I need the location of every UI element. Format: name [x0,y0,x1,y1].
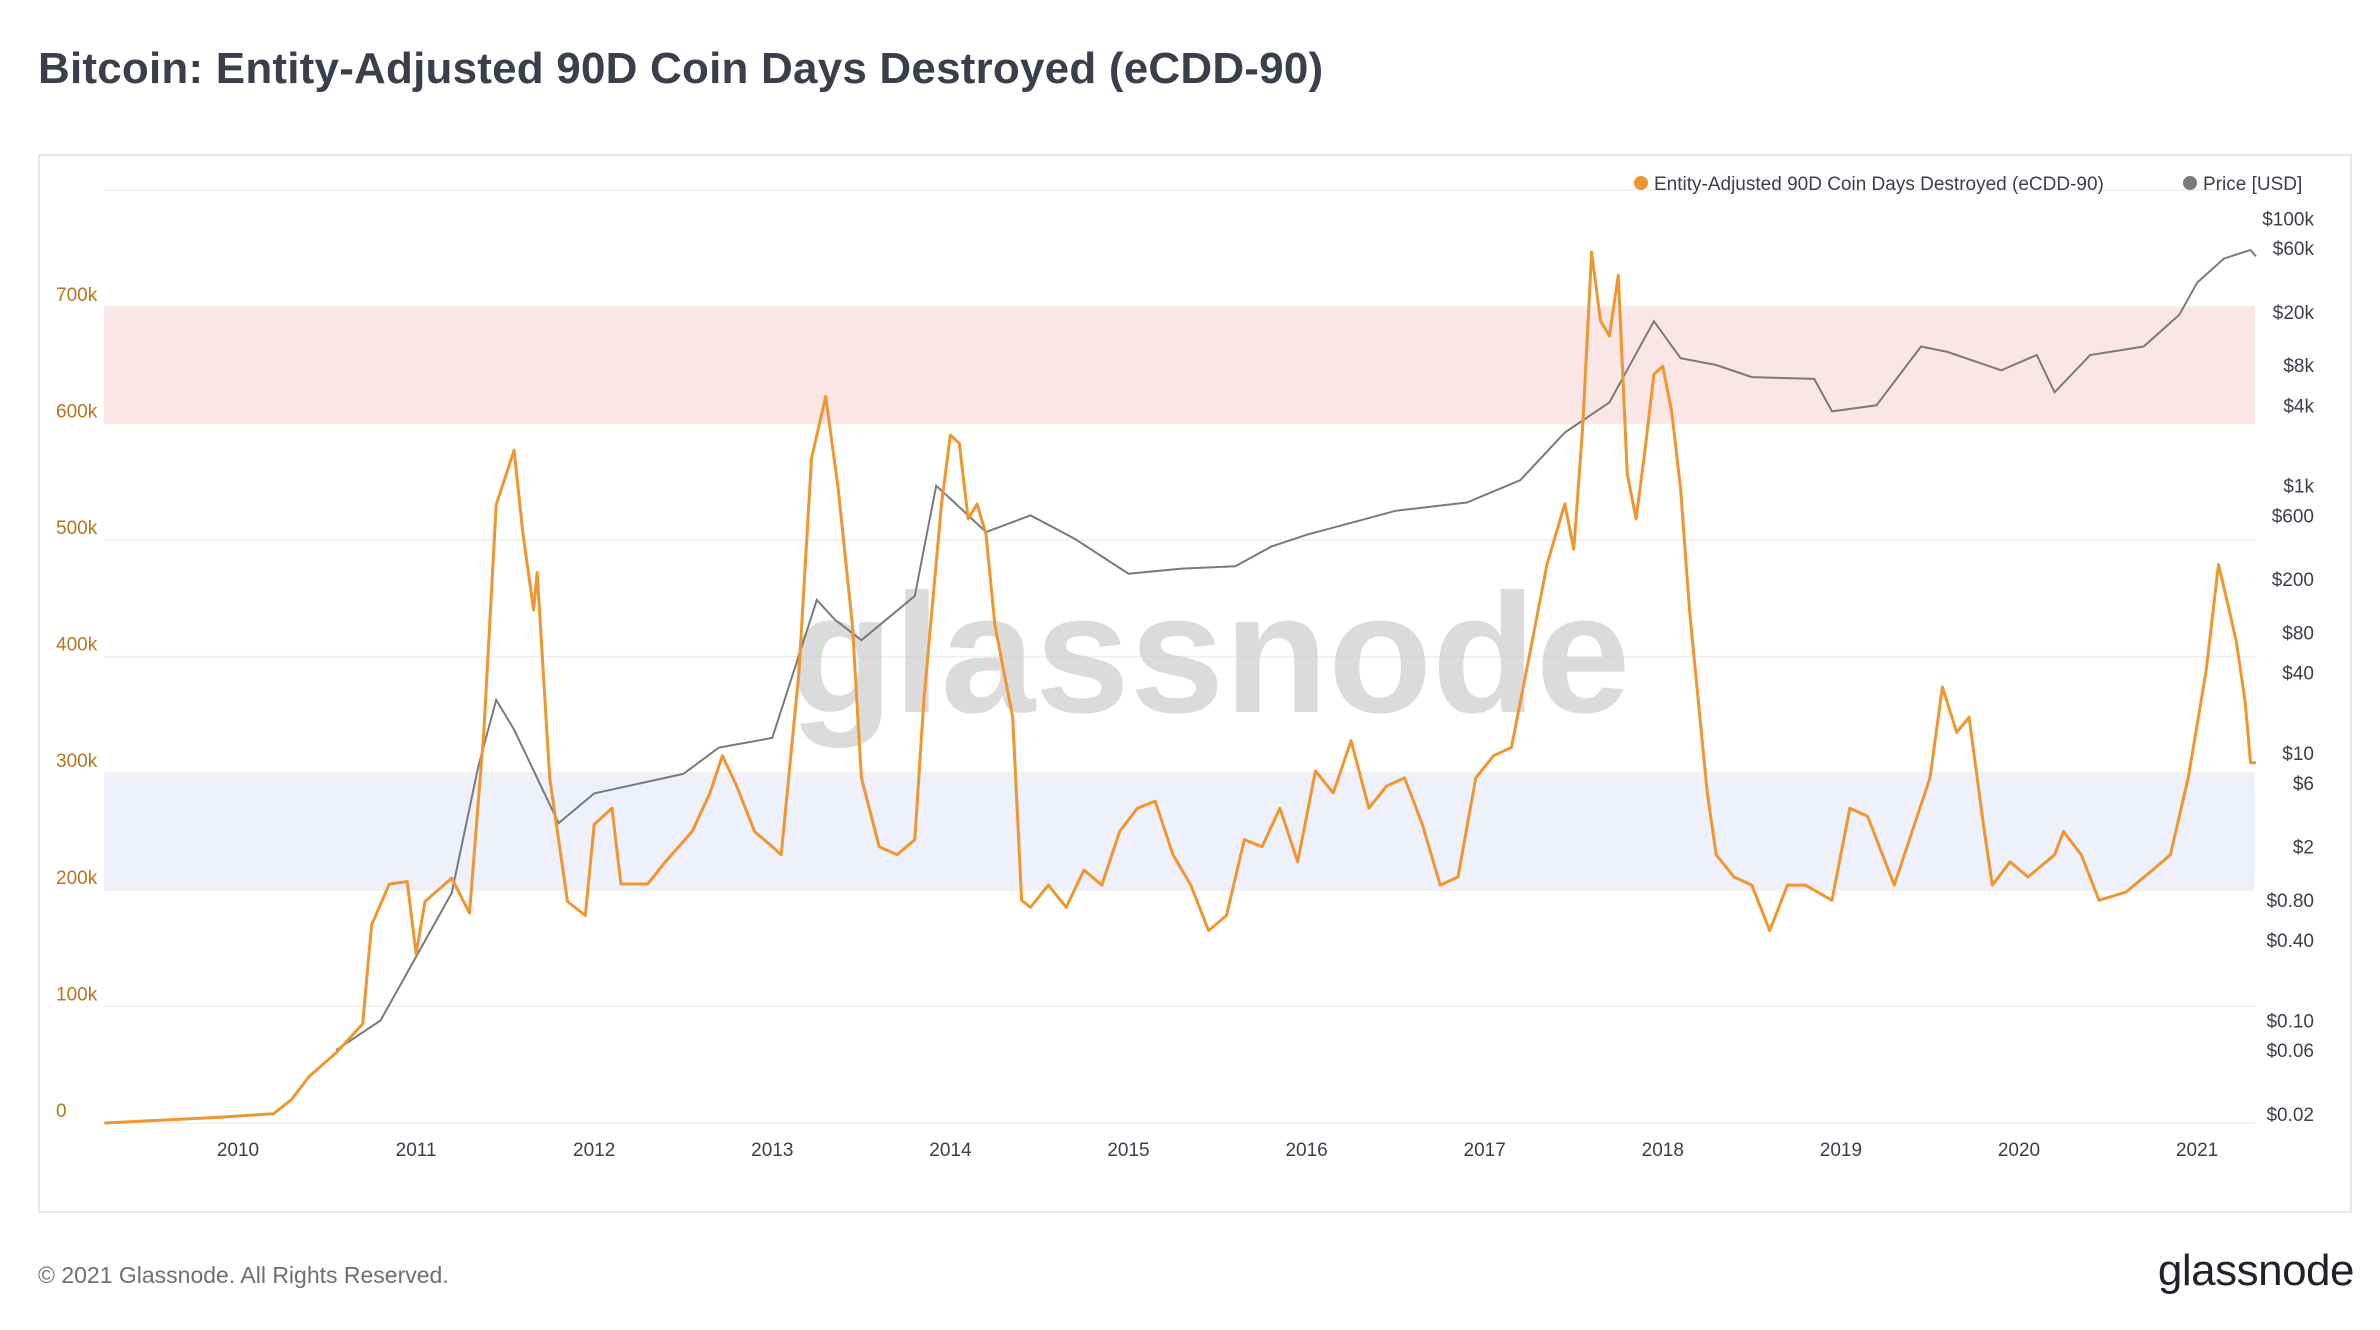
left-tick-label: 400k [56,635,98,656]
left-axis: 0 100k 200k 300k 400k 500k 600k 700k [56,285,98,1122]
right-tick-label: $6 [2293,774,2314,795]
right-tick-label: $40 [2282,664,2314,685]
right-tick-label: $4k [2283,396,2314,417]
x-tick-label: 2013 [751,1140,793,1161]
left-tick-label: 700k [56,285,98,306]
right-tick-label: $10 [2282,744,2314,765]
left-tick-label: 100k [56,984,98,1005]
x-tick-label: 2020 [1998,1140,2040,1161]
threshold-bands [104,306,2255,890]
right-tick-label: $2 [2293,838,2314,859]
right-tick-label: $0.40 [2266,931,2314,952]
chart-container [38,154,2352,1213]
right-tick-label: $200 [2272,570,2314,591]
right-tick-label: $0.10 [2266,1012,2314,1033]
legend[interactable]: Entity-Adjusted 90D Coin Days Destroyed … [1634,174,2302,195]
right-tick-label: $1k [2283,477,2314,498]
right-tick-label: $8k [2283,356,2314,377]
left-tick-label: 600k [56,401,98,422]
left-tick-label: 500k [56,518,98,539]
threshold-band [104,306,2255,424]
left-tick-label: 200k [56,868,98,889]
price-line [335,248,2257,1052]
copyright: © 2021 Glassnode. All Rights Reserved. [38,1262,449,1288]
x-tick-label: 2012 [573,1140,615,1161]
page-title: Bitcoin: Entity-Adjusted 90D Coin Days D… [38,44,1324,93]
x-tick-label: 2016 [1285,1140,1327,1161]
x-tick-label: 2021 [2176,1140,2218,1161]
legend-marker-price [2183,176,2197,190]
x-axis: 2010 2011 2012 2013 2014 2015 2016 2017 2018 2019… [217,1140,2218,1161]
right-tick-label: $0.80 [2266,891,2314,912]
gridlines [104,189,2255,1124]
x-tick-label: 2014 [929,1140,972,1161]
x-tick-label: 2015 [1107,1140,1149,1161]
right-tick-label: $60k [2273,239,2315,260]
x-tick-label: 2010 [217,1140,259,1161]
x-tick-label: 2019 [1820,1140,1862,1161]
left-tick-label: 300k [56,751,98,772]
right-tick-label: $20k [2273,303,2315,324]
legend-marker-ecdd [1634,176,1648,190]
left-tick-label: 0 [56,1101,67,1122]
legend-label-ecdd[interactable]: Entity-Adjusted 90D Coin Days Destroyed … [1654,174,2104,195]
x-tick-label: 2017 [1464,1140,1506,1161]
right-tick-label: $80 [2282,623,2314,644]
ecdd-line [104,250,2256,1125]
threshold-band [104,773,2255,890]
right-tick-label: $0.02 [2266,1105,2314,1126]
x-tick-label: 2011 [396,1140,437,1161]
right-tick-label: $0.06 [2266,1041,2314,1062]
glassnode-logo: glassnode [2157,1246,2355,1295]
right-tick-label: $600 [2272,506,2314,527]
legend-label-price[interactable]: Price [USD] [2203,174,2302,195]
right-axis: $100k $60k $20k $8k $4k $1k $600 $200 $80 $40 $10 $… [2262,209,2314,1126]
x-tick-label: 2018 [1642,1140,1684,1161]
watermark: glassnode [790,559,1631,749]
series-lines [104,248,2257,1125]
right-tick-label: $100k [2262,209,2314,230]
